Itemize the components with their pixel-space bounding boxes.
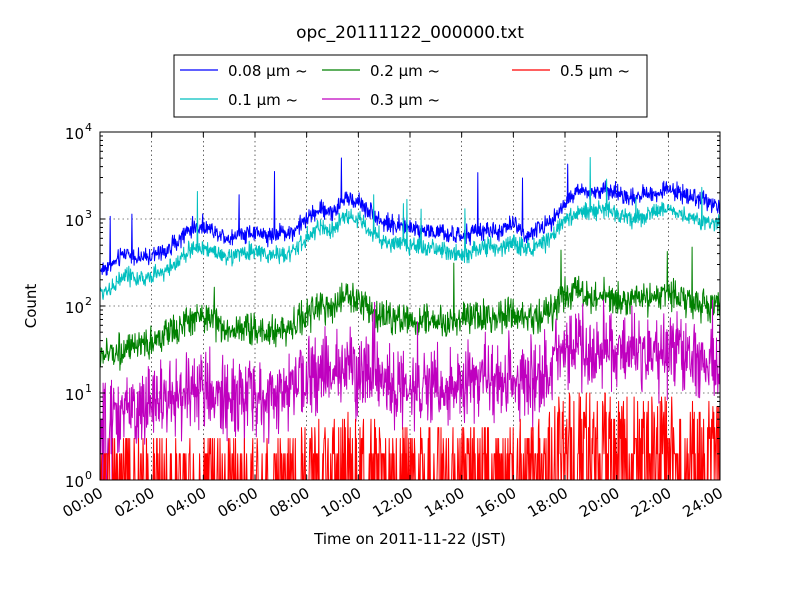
series-line <box>99 246 721 371</box>
legend-label: 0.5 μm ~ <box>560 62 630 80</box>
y-tick-exponent: 2 <box>85 295 92 308</box>
tick-layer <box>99 131 721 481</box>
y-tick-label: 10 <box>65 125 84 143</box>
legend-entries: 0.08 μm ~ 0.1 μm ~ 0.2 μm ~ 0.3 μm ~ 0.5 μm … <box>180 62 630 109</box>
y-tick-exponent: 1 <box>85 382 92 395</box>
y-tick-label: 10 <box>65 212 84 230</box>
legend: 0.08 μm ~ 0.1 μm ~ 0.2 μm ~ 0.3 μm ~ 0.5 μm … <box>173 54 648 118</box>
legend-label: 0.2 μm ~ <box>370 62 440 80</box>
y-tick-exponent: 4 <box>85 121 92 134</box>
legend-box <box>173 54 648 118</box>
series-line <box>99 157 721 276</box>
y-tick-exponent: 3 <box>85 208 92 221</box>
y-tick-exponent: 0 <box>85 469 92 482</box>
x-axis-label: Time on 2011-11-22 (JST) <box>313 530 506 548</box>
chart-title: opc_20111122_000000.txt <box>296 23 524 43</box>
series-line <box>99 157 721 300</box>
series-layer <box>99 157 721 481</box>
y-axis-label: Count <box>22 284 40 329</box>
y-tick-label: 10 <box>65 299 84 317</box>
legend-label: 0.3 μm ~ <box>370 91 440 109</box>
legend-label: 0.1 μm ~ <box>228 91 298 109</box>
y-tick-label: 10 <box>65 473 84 491</box>
series-line <box>99 299 721 481</box>
legend-label: 0.08 μm ~ <box>228 62 308 80</box>
y-tick-label: 10 <box>65 386 84 404</box>
